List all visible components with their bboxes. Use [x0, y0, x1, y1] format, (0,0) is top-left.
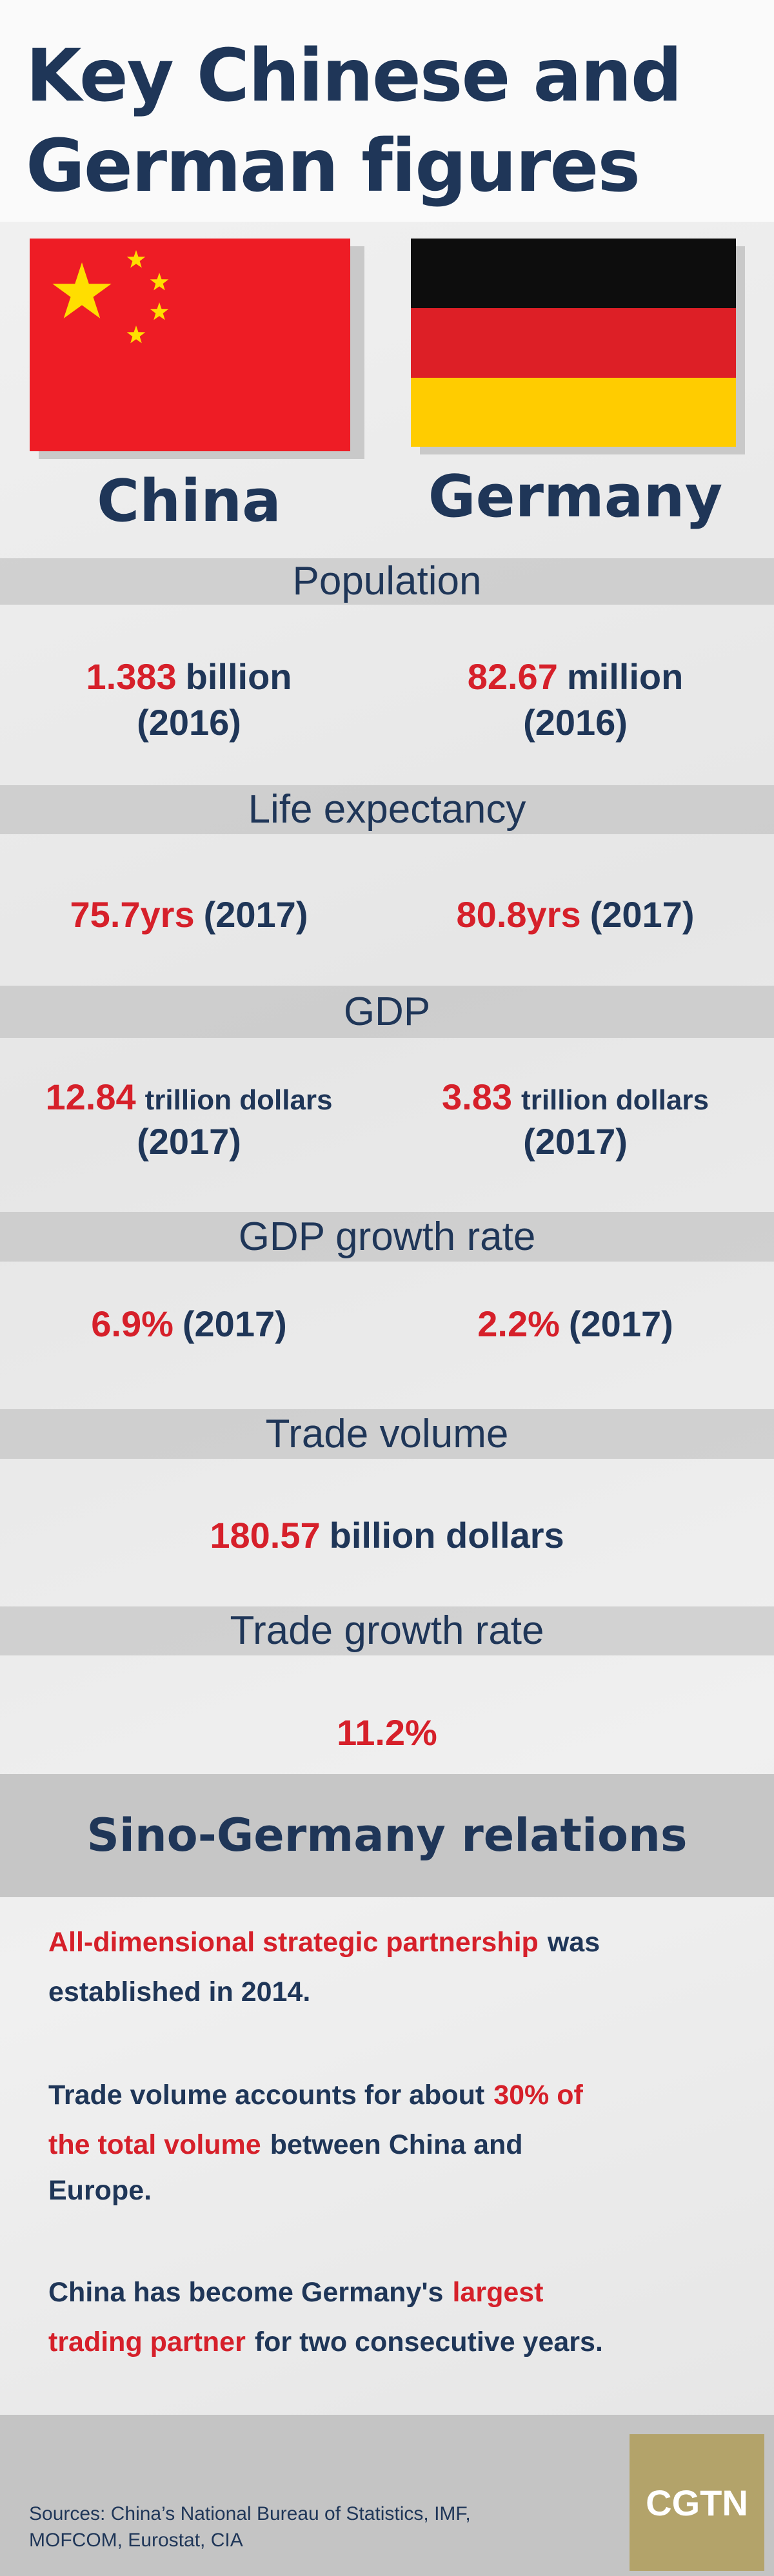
title-line: Key Chinese and: [26, 34, 682, 118]
section-band: [0, 1212, 774, 1262]
value-row: 2.2% (2017): [477, 1306, 673, 1342]
section-label: Trade growth rate: [230, 1608, 544, 1653]
paragraph-line: China has become Germany's largest: [48, 2279, 543, 2307]
value: 2.2%: [477, 1303, 560, 1344]
section-label: Trade volume: [265, 1411, 509, 1456]
text-segment: 30% of: [493, 2080, 583, 2111]
section-label: Population: [292, 559, 482, 603]
value: 12.84: [45, 1077, 136, 1117]
year: (2017): [203, 894, 308, 935]
paragraph-line: All-dimensional strategic partnership was: [48, 1929, 600, 1956]
year-row: (2016): [523, 705, 628, 741]
paragraph-line: trading partner for two consecutive years…: [48, 2328, 603, 2356]
unit: million: [566, 656, 684, 697]
year: (2017): [590, 894, 695, 935]
year-row: (2016): [137, 705, 241, 741]
value: 82.67: [467, 656, 558, 697]
flag-stars: [52, 250, 169, 344]
logo: CGTN: [630, 2434, 764, 2571]
year: (2017): [523, 1121, 628, 1162]
value-row: 80.8yrs (2017): [457, 897, 695, 933]
germany-flag-gold: [411, 378, 736, 447]
source-line: MOFCOM, Eurostat, CIA: [29, 2530, 243, 2551]
text-segment: the total volume: [48, 2129, 261, 2160]
text-segment: largest: [452, 2277, 544, 2308]
unit: trillion dollars: [521, 1084, 709, 1116]
value-row: 180.57 billion dollars: [210, 1517, 564, 1554]
text-segment: established in 2014.: [48, 1976, 311, 2007]
year: (2017): [568, 1303, 673, 1344]
value: 3.83: [442, 1077, 513, 1117]
year: (2016): [137, 702, 241, 743]
paragraph-line: Trade volume accounts for about 30% of: [48, 2082, 583, 2109]
unit: billion dollars: [329, 1515, 564, 1556]
china-flag: [30, 239, 350, 451]
text-segment: trading partner: [48, 2327, 246, 2357]
value-row: 1.383 billion: [86, 659, 292, 695]
section-band: [0, 785, 774, 834]
text-segment: Trade volume accounts for about: [48, 2080, 485, 2111]
value-row: 6.9% (2017): [91, 1306, 287, 1342]
value-row: 12.84 trillion dollars: [45, 1079, 332, 1115]
country-label: China: [97, 467, 281, 535]
title-line: German figures: [26, 124, 640, 208]
section-label: Life expectancy: [248, 787, 526, 832]
unit: trillion dollars: [144, 1084, 333, 1116]
country-label: Germany: [428, 463, 723, 531]
source-line: Sources: China’s National Bureau of Stat…: [29, 2503, 471, 2524]
value: 75.7yrs: [70, 894, 195, 935]
section-label: GDP: [343, 989, 431, 1034]
year: (2016): [523, 702, 628, 743]
paragraph-line: established in 2014.: [48, 1978, 310, 2006]
relations-title: Sino-Germany relations: [86, 1809, 688, 1862]
text-segment: between China and: [270, 2129, 523, 2160]
value: 1.383: [86, 656, 177, 697]
paragraph-line: the total volume between China and: [48, 2131, 523, 2159]
text-segment: Europe.: [48, 2175, 152, 2206]
value-row: 11.2%: [337, 1715, 437, 1751]
paragraph-line: Europe.: [48, 2177, 152, 2205]
flags: [30, 239, 745, 459]
year: (2017): [137, 1121, 241, 1162]
value: 180.57: [210, 1515, 321, 1556]
year-row: (2017): [523, 1124, 628, 1160]
relations-bg: [0, 1774, 774, 1897]
text-segment: China has become Germany's: [48, 2277, 444, 2308]
value: 80.8yrs: [456, 894, 581, 935]
unit: billion: [185, 656, 292, 697]
germany-flag-red: [411, 308, 736, 378]
year-row: (2017): [137, 1124, 241, 1160]
value: 11.2%: [337, 1712, 437, 1753]
value: 6.9%: [91, 1303, 174, 1344]
text-segment: was: [547, 1927, 600, 1958]
year: (2017): [182, 1303, 287, 1344]
section-band: [0, 558, 774, 605]
text-segment: All-dimensional strategic partnership: [48, 1927, 539, 1958]
header-bg: [0, 0, 774, 222]
value-row: 3.83 trillion dollars: [442, 1079, 709, 1115]
value-row: 82.67 million: [468, 659, 684, 695]
text-segment: for two consecutive years.: [254, 2327, 603, 2357]
section-band: [0, 986, 774, 1038]
section-band: [0, 1409, 774, 1459]
section-band: [0, 1606, 774, 1655]
section-label: GDP growth rate: [238, 1214, 536, 1259]
germany-flag-black: [411, 239, 736, 308]
value-row: 75.7yrs (2017): [70, 897, 308, 933]
